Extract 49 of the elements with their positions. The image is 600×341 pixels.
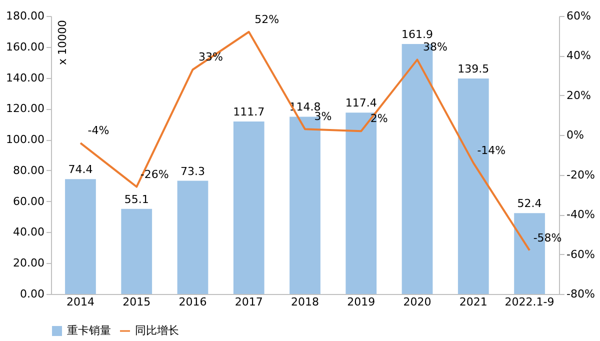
- y2-tick-label: -60%: [566, 248, 595, 261]
- x-tick-label: 2014: [66, 296, 94, 308]
- y-tick-label: 180.00: [6, 10, 44, 22]
- data-label: 111.7: [233, 105, 265, 118]
- y2-tick-label: 40%: [566, 49, 591, 62]
- data-label: -58%: [533, 231, 562, 244]
- legend-label: 重卡销量: [67, 324, 111, 337]
- data-label: 74.4: [68, 163, 93, 176]
- data-label: 161.9: [402, 28, 434, 41]
- data-label: 139.5: [458, 62, 490, 76]
- legend-label: 同比增长: [135, 324, 179, 337]
- data-label: -4%: [88, 124, 110, 138]
- annotation: x 10000: [56, 20, 69, 65]
- y-tick-label: 20.00: [13, 256, 44, 270]
- data-label: 73.3: [180, 164, 205, 178]
- y-tick-label: 60.00: [13, 194, 44, 208]
- y2-tick-label: -20%: [566, 168, 595, 182]
- x-tick-label: 2020: [403, 296, 432, 308]
- x-tick-label: 2021: [459, 296, 488, 308]
- y-tick-label: 120.00: [6, 102, 44, 116]
- y2-tick-label: 20%: [566, 88, 591, 102]
- bar: [177, 180, 208, 294]
- data-label: 2%: [370, 112, 388, 126]
- y-tick-label: 100.00: [6, 133, 44, 146]
- data-label: 3%: [314, 110, 332, 124]
- data-label: 117.4: [345, 96, 377, 110]
- y-tick-label: 160.00: [6, 40, 44, 54]
- bar: [65, 179, 96, 294]
- data-label: 38%: [423, 40, 448, 54]
- y2-tick-label: -80%: [566, 288, 595, 300]
- x-tick-label: 2018: [291, 296, 319, 308]
- data-label: -14%: [477, 144, 506, 157]
- y-tick-label: 40.00: [13, 226, 44, 239]
- y-tick-label: 140.00: [6, 71, 44, 84]
- x-tick-label: 2022.1-9: [504, 296, 554, 308]
- x-tick-label: 2016: [178, 296, 207, 308]
- data-label: 52.4: [517, 197, 542, 210]
- x-tick-label: 2017: [234, 296, 263, 308]
- y2-tick-label: 0%: [566, 128, 584, 142]
- x-tick-label: 2015: [122, 296, 151, 308]
- data-label: 52%: [254, 12, 280, 26]
- y2-tick-label: -40%: [566, 208, 595, 222]
- y-tick-label: 80.00: [13, 164, 44, 177]
- y-tick-label: 0.00: [20, 288, 44, 300]
- x-tick-label: 2019: [347, 296, 376, 308]
- data-label: 55.1: [124, 192, 149, 206]
- bar: [121, 208, 152, 294]
- bar: [233, 121, 264, 294]
- y2-tick-label: 60%: [566, 10, 591, 22]
